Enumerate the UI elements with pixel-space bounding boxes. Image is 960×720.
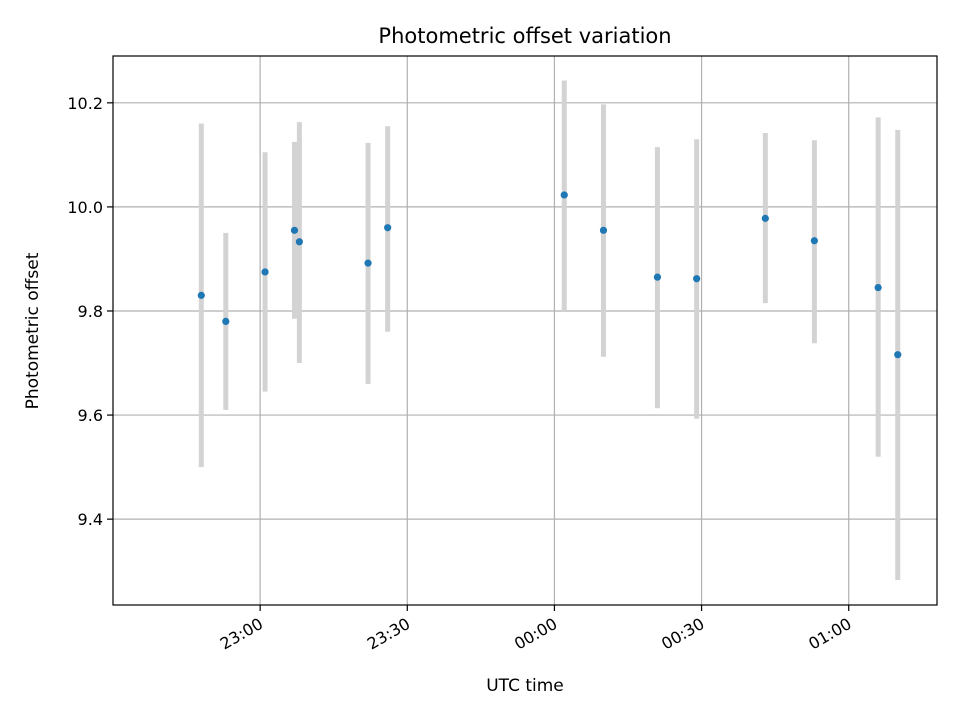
y-tick-label: 9.8 bbox=[78, 302, 103, 321]
data-point bbox=[761, 214, 769, 222]
data-point bbox=[290, 226, 299, 234]
data-point bbox=[560, 191, 568, 199]
data-point bbox=[810, 237, 818, 245]
data-point bbox=[295, 238, 303, 246]
y-axis-label: Photometric offset bbox=[23, 252, 43, 409]
y-tick-label: 10.0 bbox=[67, 198, 103, 217]
data-point bbox=[384, 224, 392, 232]
data-points bbox=[197, 191, 902, 359]
y-tick-label: 9.4 bbox=[78, 510, 103, 529]
data-point bbox=[364, 259, 372, 267]
data-point bbox=[197, 291, 205, 299]
y-axis-ticks: 9.4 9.6 9.8 10.0 10.2 bbox=[67, 94, 113, 529]
grid bbox=[113, 56, 937, 605]
chart-title: Photometric offset variation bbox=[378, 24, 671, 48]
data-point bbox=[261, 268, 269, 276]
data-point bbox=[599, 226, 608, 234]
plot-frame bbox=[112, 55, 938, 606]
data-point bbox=[874, 283, 882, 292]
data-point bbox=[222, 317, 230, 325]
data-point bbox=[693, 275, 701, 283]
x-axis-label: UTC time bbox=[486, 676, 564, 696]
y-tick-label: 9.6 bbox=[78, 406, 103, 425]
y-tick-label: 10.2 bbox=[67, 94, 103, 113]
data-point bbox=[653, 273, 662, 281]
data-point bbox=[894, 351, 902, 359]
